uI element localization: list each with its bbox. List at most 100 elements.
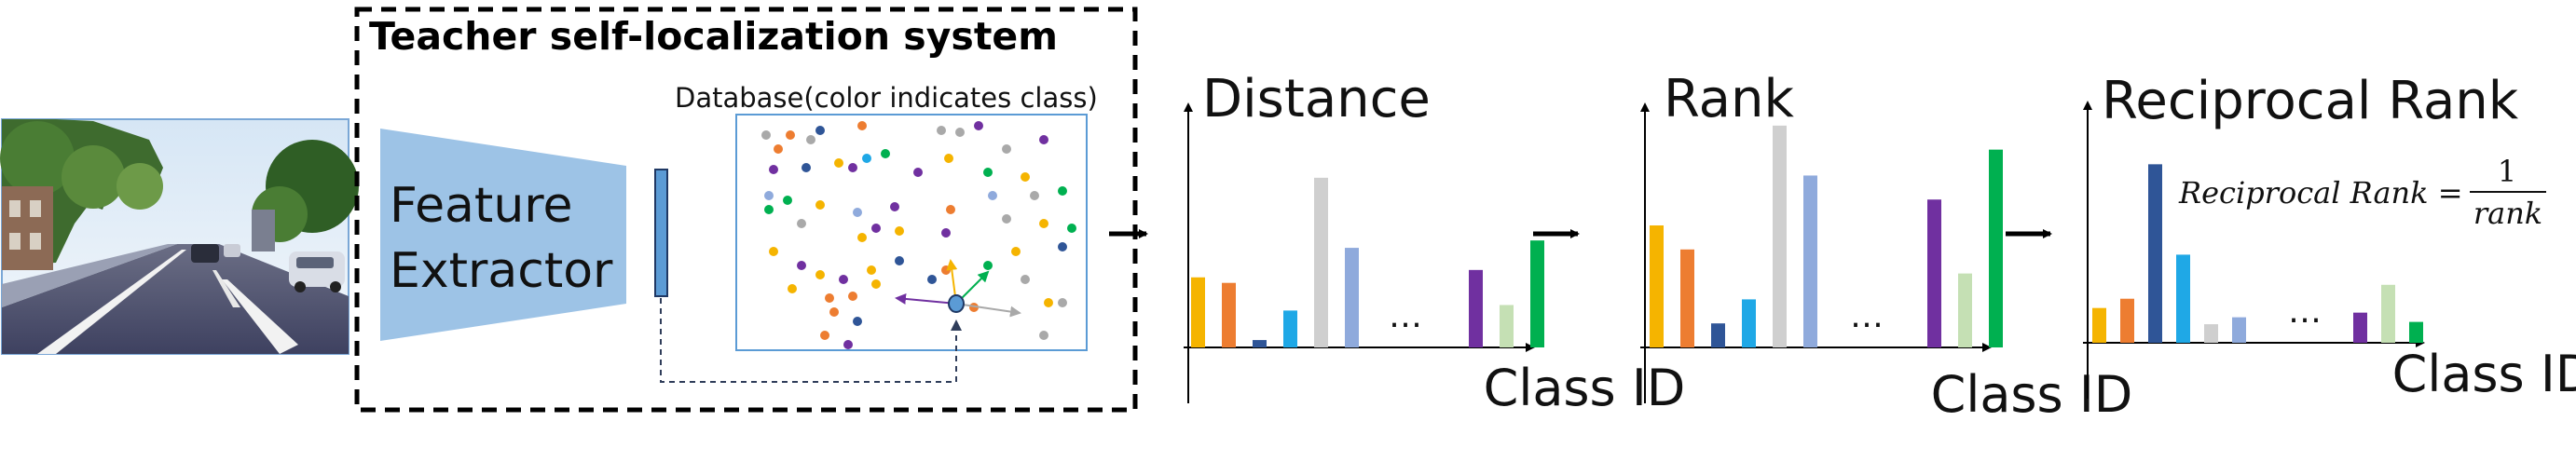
database-point [769, 165, 778, 174]
database-point [1011, 247, 1021, 256]
database-point [988, 191, 997, 200]
chart-bar [1222, 282, 1236, 347]
database-point [1002, 144, 1011, 154]
chart-bar [1191, 277, 1205, 347]
database-point [871, 224, 881, 233]
chart-bar [1711, 323, 1725, 347]
database-point [815, 200, 825, 210]
database-point [941, 265, 951, 275]
database-box [735, 114, 1088, 351]
database-point [1058, 298, 1067, 307]
database-point [983, 261, 993, 270]
chart-bar [1530, 240, 1544, 347]
feature-extractor-label-line2: Extractor [390, 243, 613, 299]
chart-title: Reciprocal Rank [2102, 71, 2519, 131]
database-point [983, 168, 993, 177]
feature-vector [654, 169, 668, 297]
database-point [797, 219, 806, 228]
chart-bar [1314, 177, 1328, 347]
database-point [881, 149, 890, 158]
database-point [1067, 224, 1076, 233]
database-point [857, 233, 867, 242]
chart-bar [2381, 284, 2395, 343]
database-point [890, 202, 899, 211]
feature-extractor-label-line1: Feature [390, 178, 573, 234]
chart-bar [1469, 269, 1483, 347]
chart-bar [1927, 199, 1941, 347]
database-point [797, 261, 806, 270]
chart-ellipsis: … [2288, 292, 2322, 331]
database-point [783, 196, 792, 205]
chart-title: Distance [1202, 69, 1431, 129]
chart-bar [2232, 317, 2246, 343]
database-point [788, 284, 797, 293]
database-point [1058, 242, 1067, 251]
teacher-system-title: Teacher self-localization system [369, 14, 1058, 59]
database-point [1002, 214, 1011, 224]
chart-bar [1500, 305, 1514, 347]
database-point [815, 270, 825, 279]
chart-bar [1283, 310, 1297, 347]
chart-bar [2120, 298, 2134, 343]
database-point [806, 135, 815, 144]
chart-bar [2409, 321, 2423, 343]
database-point [1021, 172, 1030, 182]
database-point [974, 121, 983, 130]
chart-bar [1958, 273, 1972, 347]
database-point [848, 163, 857, 172]
chart-bar [2092, 307, 2106, 343]
database-point [946, 205, 955, 214]
formula-numerator: 1 [2498, 154, 2516, 189]
chart-bar [1253, 340, 1267, 347]
database-point [820, 331, 829, 340]
chart-bar [1650, 225, 1664, 347]
database-point [944, 154, 953, 163]
database-point [895, 256, 904, 265]
database-point [786, 130, 795, 140]
database-point [761, 130, 771, 140]
chart-xlabel: Class ID [1931, 365, 2133, 424]
formula-lhs: Reciprocal Rank = [2178, 175, 2463, 211]
chart-bar [2204, 324, 2218, 343]
chart-ellipsis: … [1850, 297, 1884, 335]
chart-bar [1803, 175, 1817, 347]
feature-extractor-trapezoid [380, 129, 626, 341]
database-point [843, 340, 853, 349]
database-point [1030, 191, 1039, 200]
chart-bar [1989, 149, 2003, 347]
database-point [862, 154, 871, 163]
chart-bar [1773, 125, 1787, 347]
reciprocal-rank-formula: Reciprocal Rank = 1 rank [2178, 154, 2546, 231]
database-points [761, 121, 1076, 349]
database-point [941, 228, 951, 238]
street-scene-photo [0, 118, 359, 355]
database-point [853, 317, 862, 326]
database-point [1039, 135, 1048, 144]
database-point [857, 121, 867, 130]
database-point [871, 279, 881, 289]
database-point [839, 275, 848, 284]
distance-chart: Distance Class ID … [1184, 69, 1685, 417]
database-point [802, 163, 811, 172]
chart-bar [2148, 164, 2162, 343]
database-point [829, 307, 839, 317]
chart-bar [2176, 254, 2190, 343]
database-point [1044, 298, 1053, 307]
chart-xlabel: Class ID [1484, 359, 1686, 417]
database-point [1058, 186, 1067, 196]
chart-bar [1345, 248, 1359, 347]
chart-ellipsis: … [1389, 297, 1422, 335]
database-point [769, 247, 778, 256]
database-point [895, 226, 904, 236]
database-point [834, 158, 843, 168]
database-label: Database(color indicates class) [675, 82, 1098, 114]
database-point [848, 292, 857, 301]
formula-denominator: rank [2473, 196, 2542, 231]
database-point [927, 275, 937, 284]
database-point [825, 293, 834, 303]
database-point [774, 144, 783, 154]
database-point [853, 208, 862, 217]
